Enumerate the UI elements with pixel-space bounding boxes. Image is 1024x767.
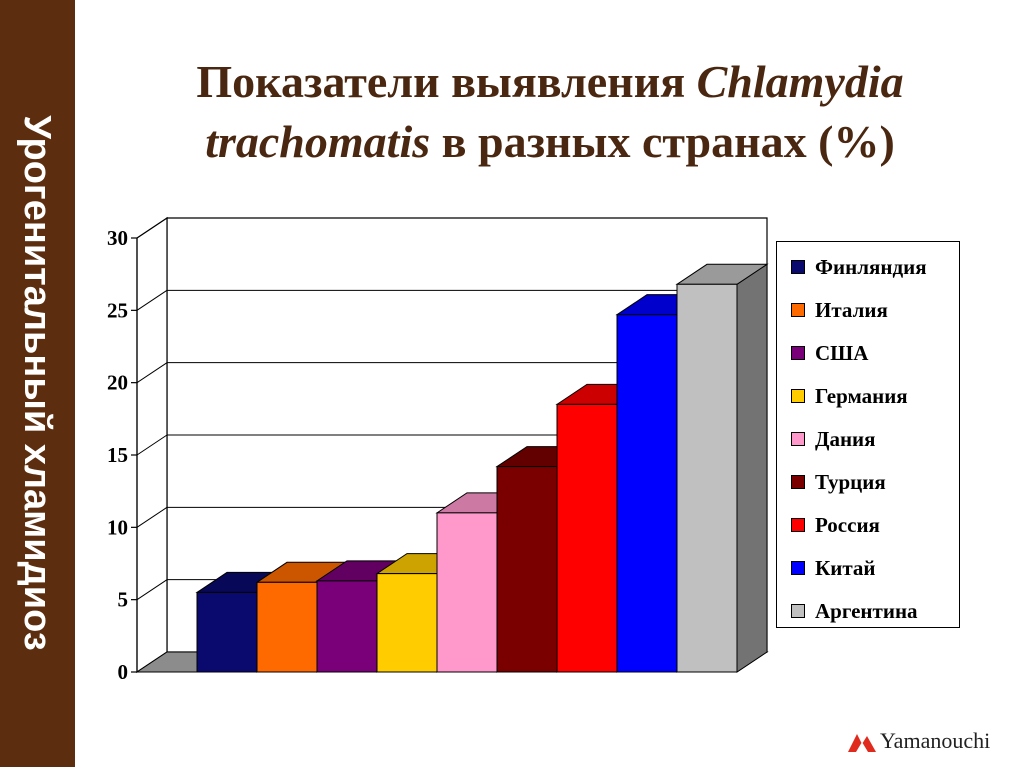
gridline-side [136,289,168,311]
legend-item: Китай [791,555,876,580]
legend-item: Аргентина [791,598,918,623]
y-tick-label: 25 [107,298,128,322]
title-text-part1: Показатели выявления [196,56,697,107]
legend-item: Италия [791,297,888,322]
bar [676,283,738,673]
bar [316,580,378,673]
legend-swatch [791,518,805,532]
legend-label: Германия [815,383,908,408]
y-tick-label: 5 [118,588,129,612]
slide-title: Показатели выявления Chlamydia trachomat… [90,52,1010,172]
title-italic-species: Chlamydia trachomatis [205,56,904,167]
legend-swatch [791,604,805,618]
legend-swatch [791,260,805,274]
y-tick-label: 15 [107,443,128,467]
yamanouchi-logo-icon [848,734,876,752]
legend-label: Дания [815,426,876,451]
title-text-part2: в разных странах (%) [430,116,895,167]
bar [256,581,318,673]
legend-label: Турция [815,469,886,494]
legend-label: Италия [815,297,888,322]
legend-swatch [791,475,805,489]
bar [376,573,438,673]
gridline-side [136,217,168,239]
legend-item: Дания [791,426,876,451]
gridline-side [136,579,168,601]
bar [616,314,678,673]
y-tick-label: 30 [107,226,128,250]
legend-swatch [791,561,805,575]
gridline-side [136,434,168,456]
legend-item: США [791,340,869,365]
legend-label: Финляндия [815,254,927,279]
legend-swatch [791,346,805,360]
legend-item: Финляндия [791,254,927,279]
bar [436,512,498,673]
legend-label: США [815,340,869,365]
brand-name: Yamanouchi [880,728,991,753]
y-tick-label: 10 [107,515,128,539]
y-tick-label: 0 [118,660,129,684]
legend-swatch [791,303,805,317]
legend-swatch [791,432,805,446]
legend-item: Германия [791,383,908,408]
sidebar-banner: Урогенитальный хламидиоз [0,0,75,767]
legend-swatch [791,389,805,403]
legend-item: Турция [791,469,886,494]
brand-logo: Yamanouchi [848,728,990,754]
y-tick-label: 20 [107,371,128,395]
bar-side [736,263,768,673]
chart-legend: Финляндия Италия США Германия Дания Турция Рос… [776,241,960,628]
bar [556,403,618,673]
legend-label: Аргентина [815,598,918,623]
gridline-side [136,506,168,528]
gridline-side [136,362,168,384]
bar [496,466,558,673]
legend-item: Россия [791,512,880,537]
legend-label: Китай [815,555,876,580]
legend-label: Россия [815,512,880,537]
bar [196,591,258,673]
